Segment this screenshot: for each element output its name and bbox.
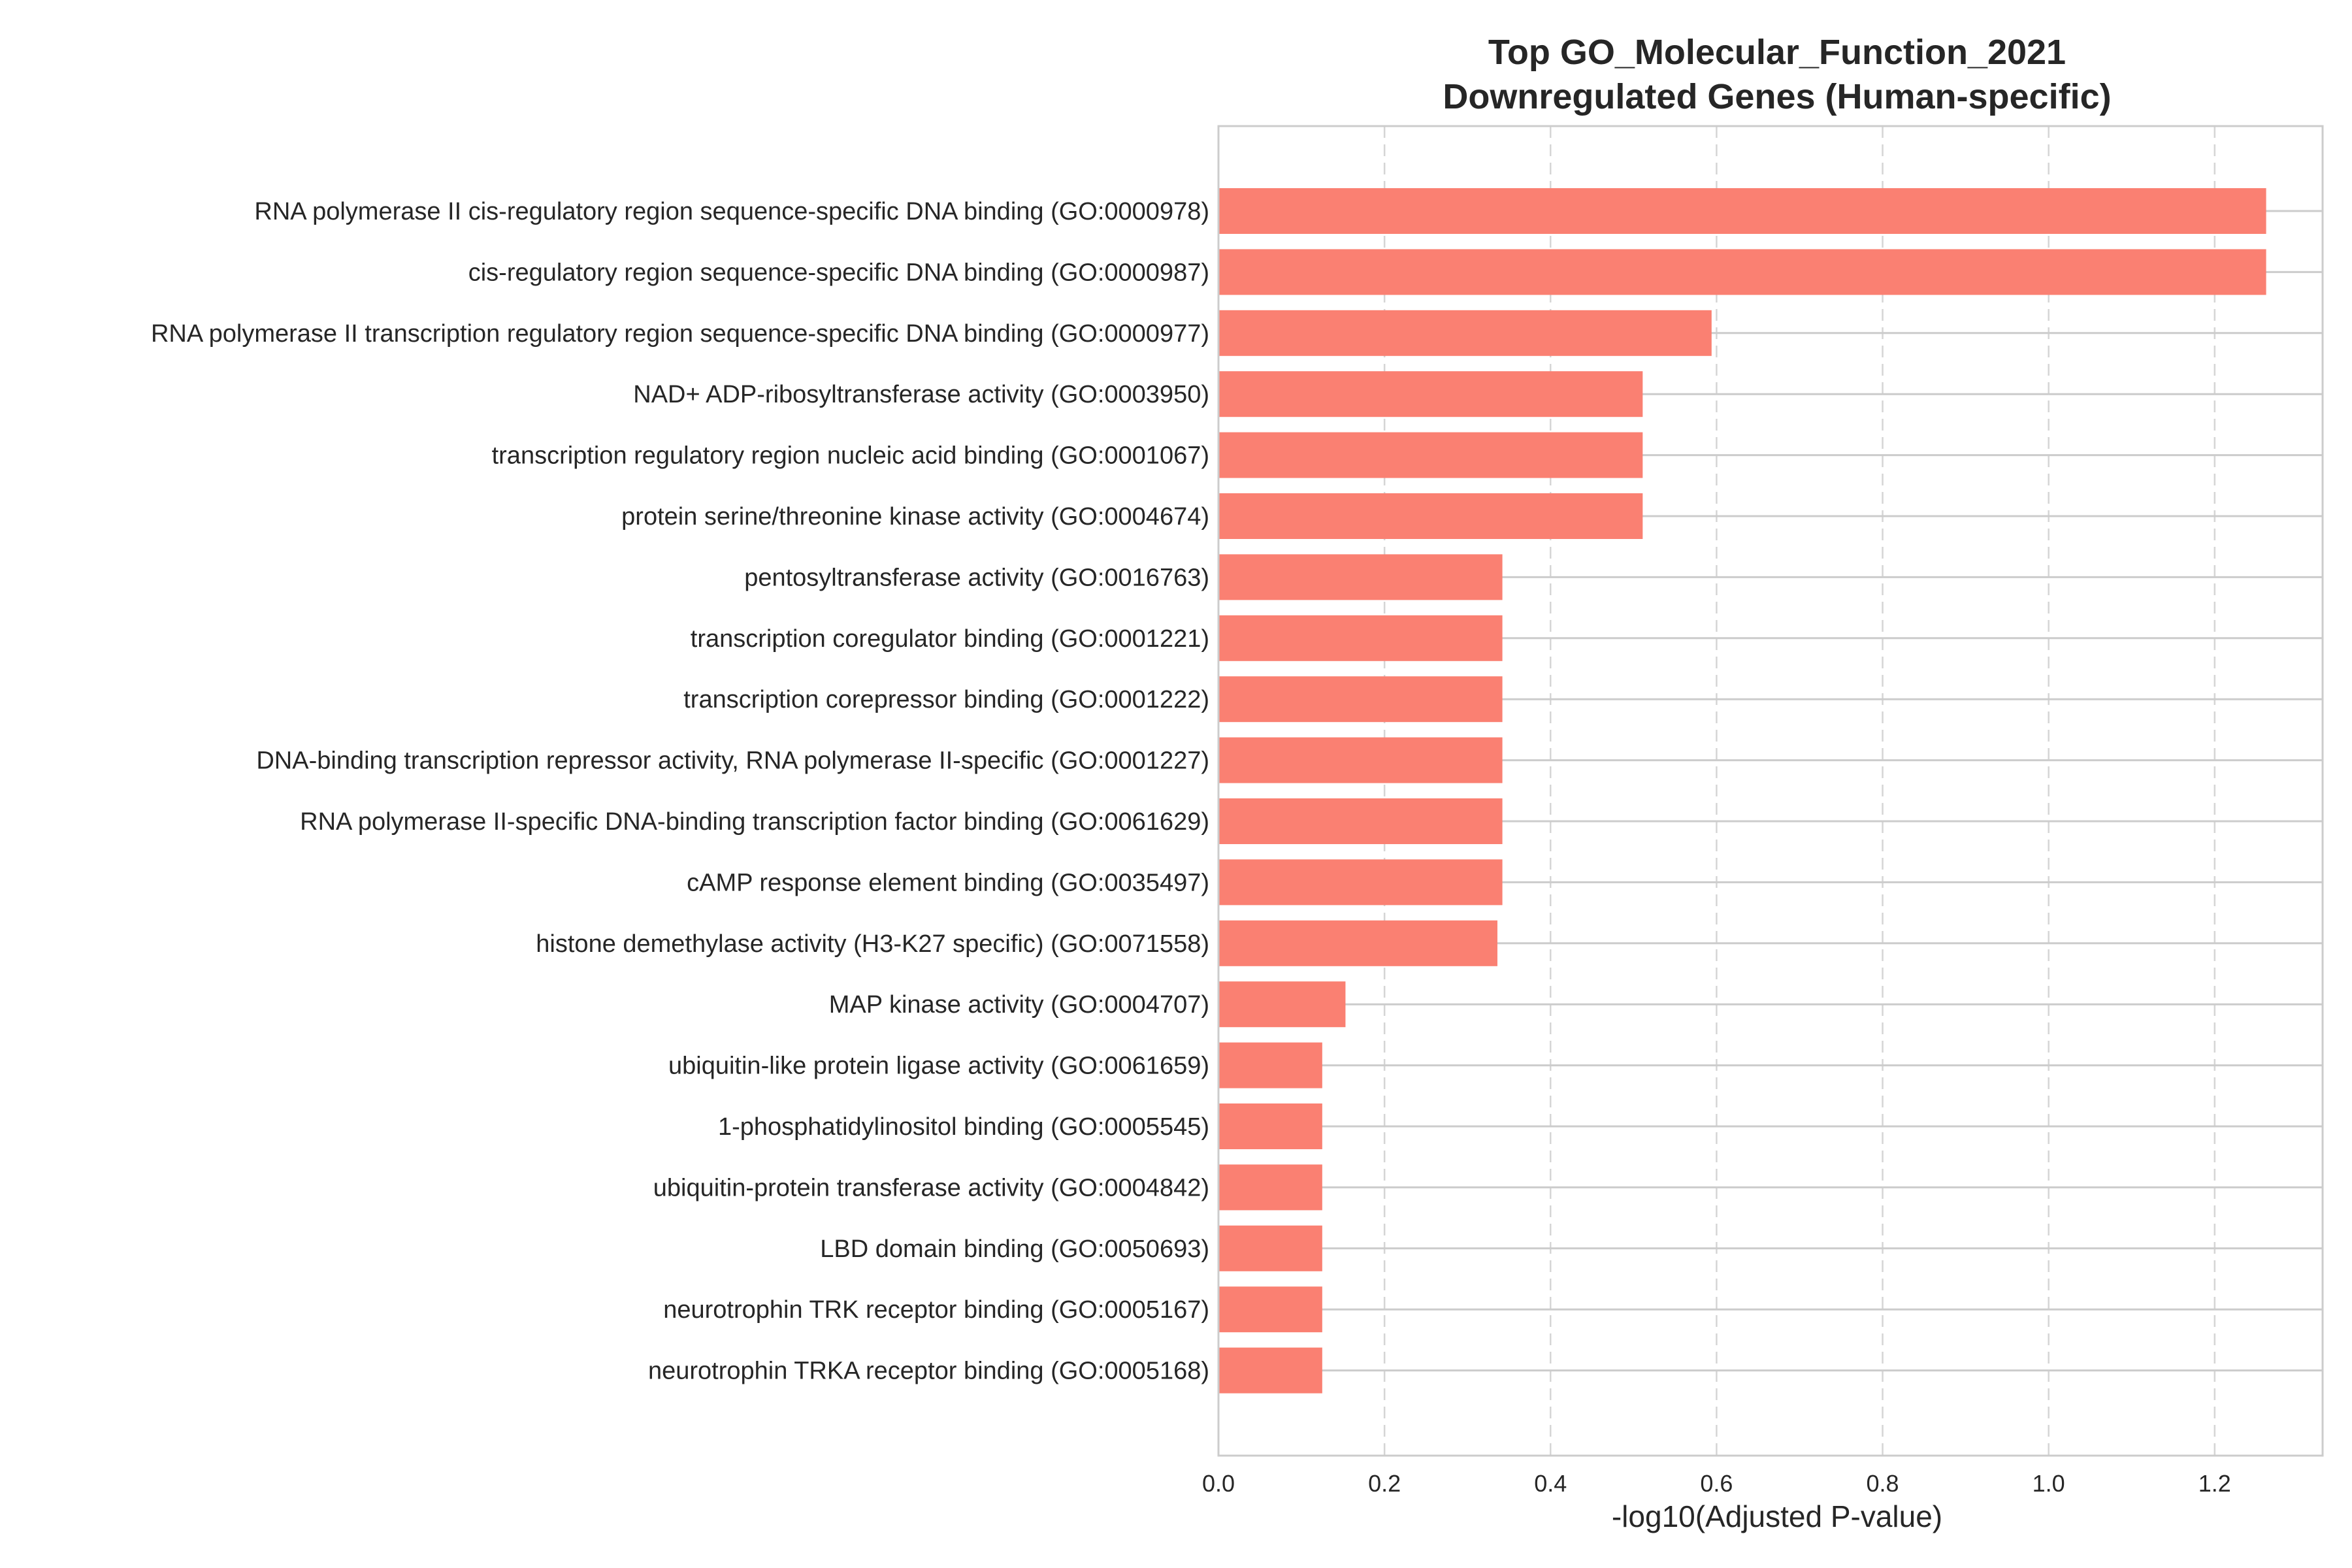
bar [1218, 310, 1712, 356]
bar [1218, 1103, 1322, 1149]
bar [1218, 554, 1503, 600]
bar [1218, 249, 2266, 295]
category-label: transcription corepressor binding (GO:00… [683, 686, 1209, 713]
x-axis-label: -log10(Adjusted P-value) [1612, 1499, 1942, 1533]
bar [1218, 798, 1503, 844]
category-label: neurotrophin TRKA receptor binding (GO:0… [648, 1358, 1209, 1385]
category-label: ubiquitin-like protein ligase activity (… [668, 1053, 1209, 1080]
category-label: 1-phosphatidylinositol binding (GO:00055… [718, 1113, 1209, 1141]
bar [1218, 920, 1497, 966]
chart-title-line-2: Downregulated Genes (Human-specific) [1443, 77, 2111, 116]
category-label: histone demethylase activity (H3-K27 spe… [536, 930, 1209, 958]
x-tick-label: 1.2 [2198, 1470, 2231, 1497]
category-label: transcription regulatory region nucleic … [492, 442, 1209, 470]
category-label: protein serine/threonine kinase activity… [621, 503, 1209, 531]
category-label: RNA polymerase II cis-regulatory region … [254, 198, 1209, 225]
x-tick-label: 0.8 [1867, 1470, 1899, 1497]
bars [1218, 188, 2266, 1394]
bar [1218, 188, 2266, 234]
bar [1218, 371, 1643, 417]
category-label: pentosyltransferase activity (GO:0016763… [744, 564, 1209, 591]
category-label: LBD domain binding (GO:0050693) [820, 1235, 1209, 1263]
x-tick-label: 0.6 [1700, 1470, 1733, 1497]
bar [1218, 1225, 1322, 1271]
x-tick-label: 1.0 [2033, 1470, 2065, 1497]
bar [1218, 859, 1503, 906]
category-labels: RNA polymerase II cis-regulatory region … [151, 198, 1209, 1385]
bar [1218, 493, 1643, 539]
bar [1218, 1164, 1322, 1211]
x-tick-label: 0.0 [1202, 1470, 1235, 1497]
category-label: ubiquitin-protein transferase activity (… [653, 1174, 1209, 1201]
x-tick-label: 0.4 [1534, 1470, 1567, 1497]
bar [1218, 676, 1503, 723]
category-label: NAD+ ADP-ribosyltransferase activity (GO… [633, 381, 1209, 408]
bar [1218, 1347, 1322, 1394]
chart-title-line-1: Top GO_Molecular_Function_2021 [1488, 33, 2066, 72]
bar [1218, 1286, 1322, 1333]
category-label: RNA polymerase II-specific DNA-binding t… [300, 808, 1209, 836]
category-label: RNA polymerase II transcription regulato… [151, 320, 1209, 348]
category-label: transcription coregulator binding (GO:00… [691, 625, 1209, 653]
category-label: MAP kinase activity (GO:0004707) [829, 991, 1209, 1019]
bar [1218, 1042, 1322, 1088]
plot-frame [1217, 125, 2324, 1457]
bar [1218, 981, 1346, 1028]
category-label: cAMP response element binding (GO:003549… [687, 869, 1209, 896]
bar [1218, 432, 1643, 478]
category-label: cis-regulatory region sequence-specific … [468, 259, 1209, 286]
category-label: neurotrophin TRK receptor binding (GO:00… [663, 1296, 1209, 1324]
bar [1218, 615, 1503, 661]
x-tick-label: 0.2 [1368, 1470, 1401, 1497]
bar [1218, 737, 1503, 783]
category-label: DNA-binding transcription repressor acti… [256, 747, 1209, 775]
x-tick-labels: 0.0 0.2 0.4 0.6 0.8 1.0 1.2 [1202, 1470, 2231, 1497]
